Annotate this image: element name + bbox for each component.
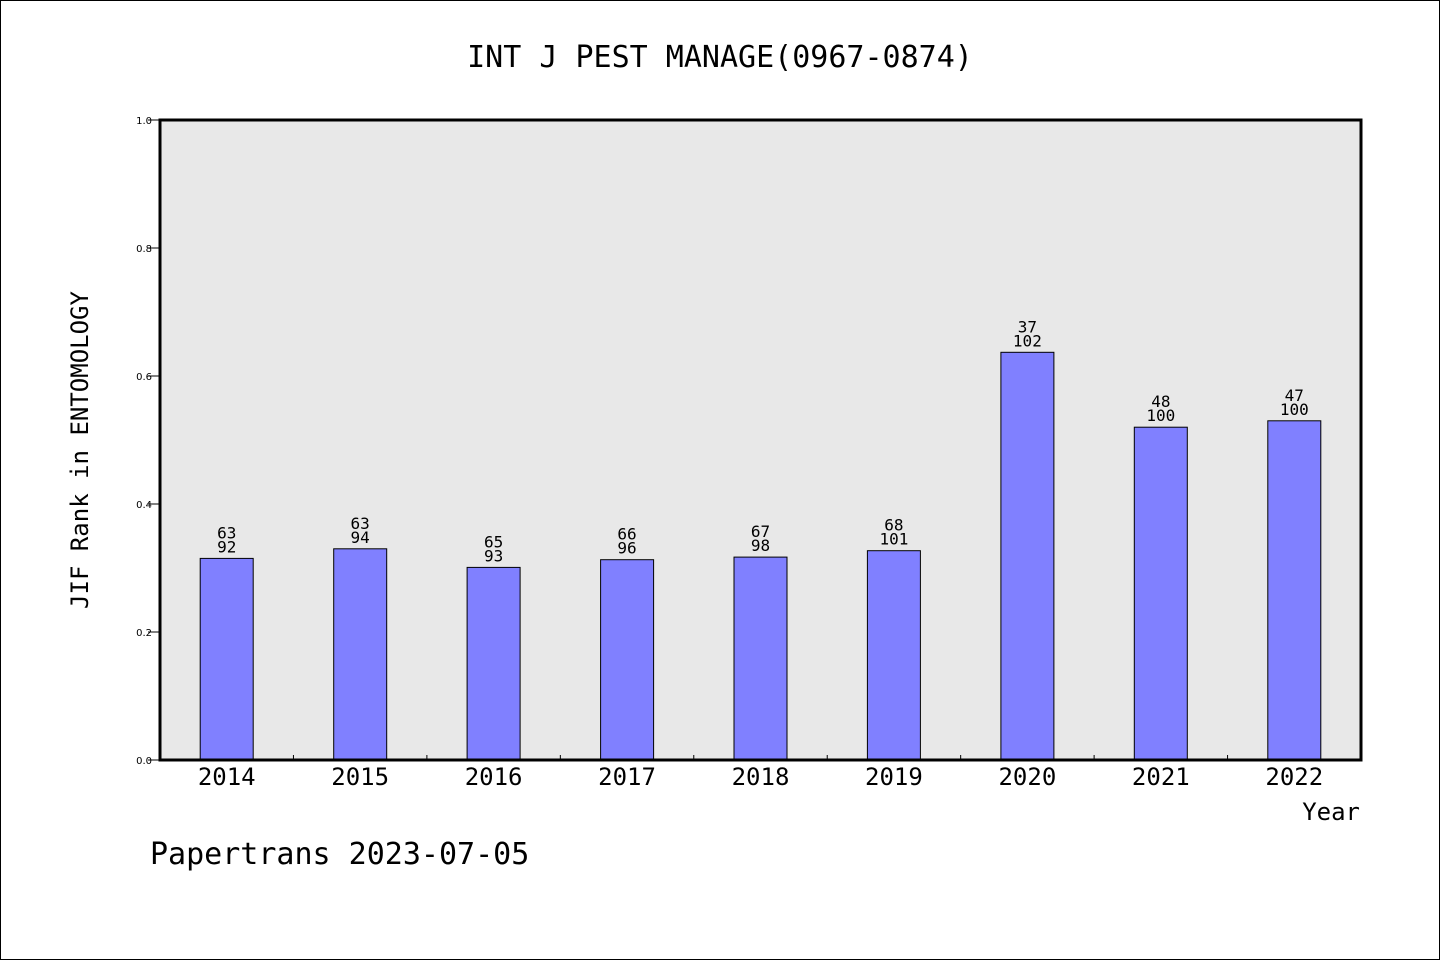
bar-total-label-2019: 101 — [879, 530, 908, 549]
bar-2022 — [1267, 420, 1322, 761]
x-tick-label-2014: 2014 — [198, 763, 256, 791]
x-tick-label-2018: 2018 — [732, 763, 790, 791]
chart-title: INT J PEST MANAGE(0967-0874) — [467, 40, 973, 75]
bar-rank-label-2021: 48 — [1151, 392, 1170, 411]
bar-2015 — [333, 548, 388, 761]
bar-total-label-2021: 100 — [1146, 406, 1175, 425]
bar-rank-label-2022: 47 — [1285, 386, 1304, 405]
bar-total-label-2014: 92 — [217, 537, 236, 556]
bar-total-label-2022: 100 — [1280, 400, 1309, 419]
bar-rank-label-2014: 63 — [217, 523, 236, 542]
bar-total-label-2016: 93 — [484, 546, 503, 565]
x-tick-label-2022: 2022 — [1265, 763, 1323, 791]
y-tick-label: 0.2 — [136, 628, 152, 639]
bar-total-label-2017: 96 — [617, 539, 636, 558]
bar-rank-label-2020: 37 — [1018, 317, 1037, 336]
y-tick-label: 0.6 — [136, 372, 152, 383]
bar-rank-label-2019: 68 — [884, 516, 903, 535]
bar-2017 — [600, 559, 655, 761]
x-axis-ticks: 2014 2015 2016 2017 2018 2019 2020 2021 2022 — [198, 755, 1323, 791]
x-tick-label-2020: 2020 — [998, 763, 1056, 791]
plot-border — [158, 118, 1363, 762]
footer-credit: Papertrans 2023-07-05 — [150, 837, 529, 872]
y-tick-label: 0.4 — [136, 500, 152, 511]
x-axis-title: Year — [1302, 798, 1360, 826]
x-tick-label-2017: 2017 — [598, 763, 656, 791]
y-axis-ticks: 0.0 0.2 0.4 0.6 0.8 1.0 — [136, 116, 160, 767]
bar-2016 — [466, 566, 521, 761]
bar-2018 — [733, 556, 788, 761]
x-tick-label-2021: 2021 — [1132, 763, 1190, 791]
bar-2021 — [1133, 426, 1188, 761]
bar-total-label-2018: 98 — [751, 536, 770, 555]
y-tick-label: 1.0 — [136, 116, 152, 127]
bar-2014 — [199, 557, 254, 761]
x-tick-label-2016: 2016 — [465, 763, 523, 791]
bar-rank-label-2017: 66 — [617, 525, 636, 544]
bar-2019 — [866, 550, 921, 761]
bar-total-label-2015: 94 — [351, 528, 370, 547]
y-axis-title: JIF Rank in ENTOMOLOGY — [66, 291, 94, 609]
bar-rank-label-2015: 63 — [351, 514, 370, 533]
bar-rank-label-2016: 65 — [484, 532, 503, 551]
x-tick-label-2019: 2019 — [865, 763, 923, 791]
bar-rank-label-2018: 67 — [751, 522, 770, 541]
x-tick-label-2015: 2015 — [331, 763, 389, 791]
bar-total-label-2020: 102 — [1013, 331, 1042, 350]
y-tick-label: 0.8 — [136, 244, 152, 255]
y-tick-label: 0.0 — [136, 756, 152, 767]
bar-2020 — [1000, 351, 1055, 761]
